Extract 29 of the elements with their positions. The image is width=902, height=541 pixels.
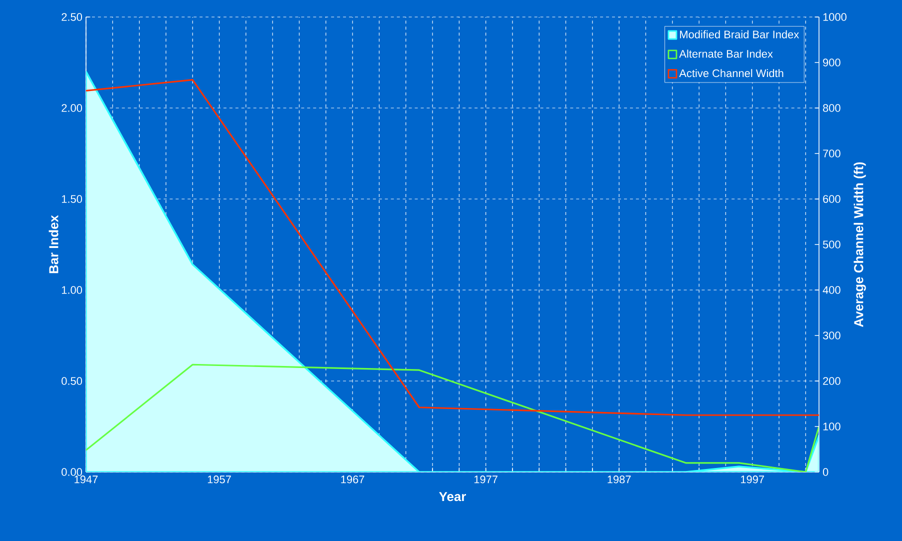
y2-axis-title: Average Channel Width (ft) (854, 162, 866, 327)
legend-label: Modified Braid Bar Index (680, 30, 800, 38)
y2-tick-label: 200 (823, 377, 840, 385)
x-tick-label: 1947 (74, 476, 98, 484)
x-tick-label: 1967 (341, 476, 364, 484)
y2-tick-label: 900 (823, 58, 840, 66)
y2-tick-label: 100 (823, 422, 840, 430)
y-tick-label: 2.00 (62, 104, 82, 112)
x-tick-label: 1977 (474, 476, 498, 484)
legend-label: Active Channel Width (679, 69, 784, 78)
y-tick-label: 0.00 (62, 468, 82, 476)
x-tick-label: 1957 (208, 476, 231, 484)
y2-tick-label: 600 (823, 195, 840, 203)
y2-tick-label: 700 (823, 150, 840, 158)
y-tick-label: 1.00 (62, 286, 82, 294)
y2-tick-label: 300 (822, 332, 840, 340)
y2-tick-label: 500 (822, 240, 840, 248)
y2-tick-label: 800 (822, 104, 840, 112)
y-axis-title: Bar Index (48, 215, 58, 274)
x-tick-label: 1987 (608, 476, 631, 484)
y-tick-label: 1.50 (62, 195, 82, 203)
x-tick-label: 1997 (741, 476, 764, 484)
y-tick-label: 2.50 (62, 13, 82, 21)
legend-label: Alternate Bar Index (679, 50, 773, 58)
y2-tick-label: 0 (822, 468, 828, 476)
y2-tick-label: 1000 (823, 13, 846, 21)
y-tick-label: 0.50 (62, 377, 82, 385)
x-axis-title: Year (439, 492, 466, 502)
y2-tick-label: 400 (822, 286, 840, 294)
